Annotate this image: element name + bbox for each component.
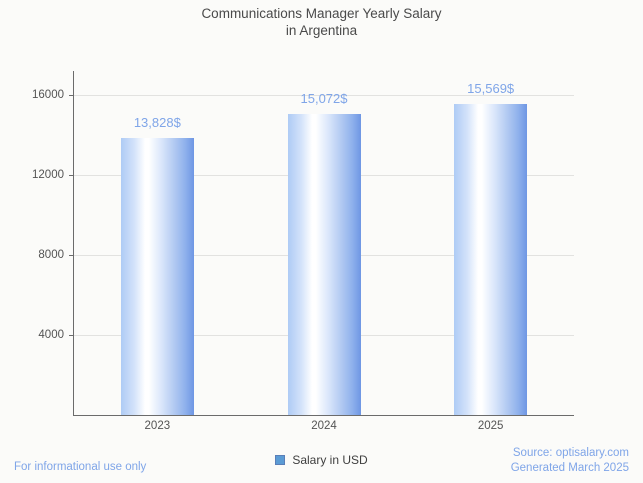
source-text: Source: optisalary.com (512, 447, 629, 459)
x-axis-tick-label: 2025 (477, 420, 504, 432)
y-axis-tick-label: 12000 (32, 169, 64, 181)
bar-value-label: 15,072$ (300, 90, 348, 106)
x-axis-tick-label: 2023 (144, 420, 171, 432)
y-axis-labels: 4000 8000 12000 16000 (0, 71, 64, 415)
legend-label: Salary in USD (292, 453, 368, 467)
y-axis-tick-mark (69, 175, 74, 176)
x-axis-line (74, 415, 574, 416)
bar-value-label: 15,569$ (467, 80, 515, 96)
bar-2023[interactable] (120, 138, 194, 415)
bar-value-label: 13,828$ (133, 115, 181, 131)
y-axis-tick-label: 4000 (38, 329, 64, 341)
plot-area (69, 71, 574, 416)
x-axis-tick-label: 2024 (311, 420, 337, 432)
bar-2025[interactable] (454, 103, 528, 415)
chart-title: Communications Manager Yearly Salary in … (0, 5, 643, 39)
y-axis-line (73, 71, 74, 416)
gridline (74, 95, 574, 96)
y-axis-tick-mark (69, 335, 74, 336)
chart-title-line-2: in Argentina (285, 23, 358, 38)
y-axis-tick-label: 8000 (38, 249, 64, 261)
y-axis-tick-mark (69, 95, 74, 96)
y-axis-tick-mark (69, 255, 74, 256)
bar-2024[interactable] (287, 113, 361, 415)
chart-legend: Salary in USD (0, 453, 643, 467)
disclaimer-text: For informational use only (14, 461, 147, 473)
y-axis-tick-label: 16000 (32, 89, 64, 101)
source-block: Source: optisalary.com Generated March 2… (511, 446, 629, 476)
chart-title-line-1: Communications Manager Yearly Salary (201, 6, 442, 21)
generated-text: Generated March 2025 (510, 462, 629, 474)
legend-swatch-icon (275, 455, 286, 465)
